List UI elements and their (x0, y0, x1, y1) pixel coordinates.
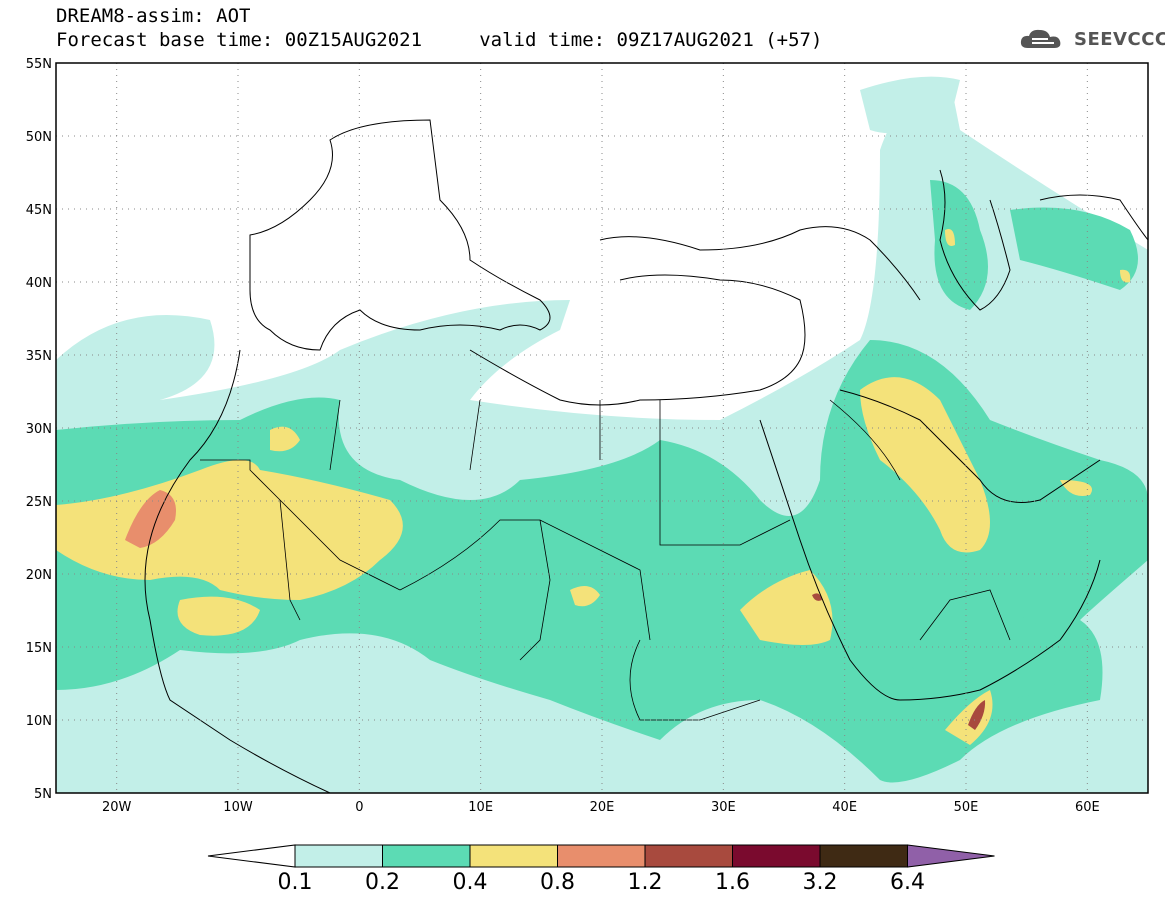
colorbar-level-label: 6.4 (890, 870, 925, 895)
lat-tick-label: 30N (26, 422, 52, 437)
aot-level-1.2 (812, 593, 986, 730)
lat-tick-label: 45N (26, 203, 52, 218)
colorbar-level-label: 1.2 (627, 870, 663, 895)
lon-tick-label: 40E (832, 800, 857, 815)
seevccc-logo: SEEVCCC (1018, 26, 1165, 52)
lat-tick-label: 35N (26, 349, 52, 364)
aot-level-0.4 (56, 229, 1131, 745)
logo-text: SEEVCCC (1074, 28, 1165, 50)
lon-tick-label: 30E (711, 800, 736, 815)
colorbar-segment (382, 844, 471, 868)
colorbar-level-label: 0.1 (277, 870, 313, 895)
lat-tick-label: 20N (26, 568, 52, 583)
lon-tick-label: 10E (468, 800, 493, 815)
forecast-time-line: Forecast base time: 00Z15AUG2021 valid t… (56, 29, 823, 51)
lon-tick-label: 60E (1075, 800, 1100, 815)
latitude-labels: 5N 10N 15N 20N 25N 30N 35N 40N 45N 50N 55N (26, 57, 52, 802)
colorbar-segment (819, 844, 908, 868)
longitude-labels: 20W 10W 0 10E 20E 30E 40E 50E 60E (102, 800, 1100, 815)
colorbar (207, 844, 995, 868)
lon-tick-label: 50E (954, 800, 979, 815)
map-title: DREAM8-assim: AOT (56, 5, 251, 27)
graticule (56, 63, 1148, 793)
lon-tick-label: 10W (223, 800, 253, 815)
colorbar-level-label: 3.2 (802, 870, 838, 895)
lon-tick-label: 20W (102, 800, 132, 815)
lat-tick-label: 55N (26, 57, 52, 72)
colorbar-segment (644, 844, 733, 868)
colorbar-low-arrow (207, 844, 296, 868)
lon-tick-label: 20E (590, 800, 615, 815)
lat-tick-label: 40N (26, 276, 52, 291)
coastlines (144, 119, 1148, 793)
colorbar-level-label: 0.2 (365, 870, 400, 895)
colorbar-segment (557, 844, 646, 868)
country-borders (200, 399, 1011, 721)
lat-tick-label: 15N (26, 641, 52, 656)
colorbar-segment (469, 844, 558, 868)
colorbar-level-label: 0.8 (540, 870, 575, 895)
cloud-logo-icon (1020, 29, 1061, 48)
colorbar-segment (294, 844, 383, 868)
colorbar-level-label: 1.6 (715, 870, 750, 895)
colorbar-level-label: 0.4 (452, 870, 488, 895)
map-frame (55, 62, 1149, 794)
lat-tick-label: 25N (26, 495, 52, 510)
lat-tick-label: 50N (26, 130, 52, 145)
colorbar-high-arrow (907, 844, 995, 868)
lat-tick-label: 5N (34, 787, 52, 802)
colorbar-segment (732, 844, 821, 868)
lat-tick-label: 10N (26, 714, 52, 729)
lon-tick-label: 0 (355, 800, 363, 815)
